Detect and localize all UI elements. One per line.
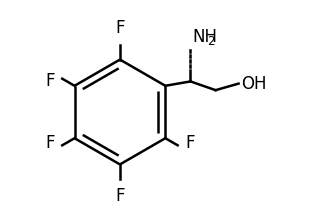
Text: F: F bbox=[45, 72, 55, 90]
Text: OH: OH bbox=[241, 75, 266, 93]
Text: NH: NH bbox=[193, 28, 218, 46]
Text: F: F bbox=[45, 134, 55, 152]
Text: 2: 2 bbox=[207, 34, 214, 47]
Text: F: F bbox=[115, 187, 125, 205]
Text: F: F bbox=[115, 19, 125, 37]
Text: F: F bbox=[185, 134, 195, 152]
